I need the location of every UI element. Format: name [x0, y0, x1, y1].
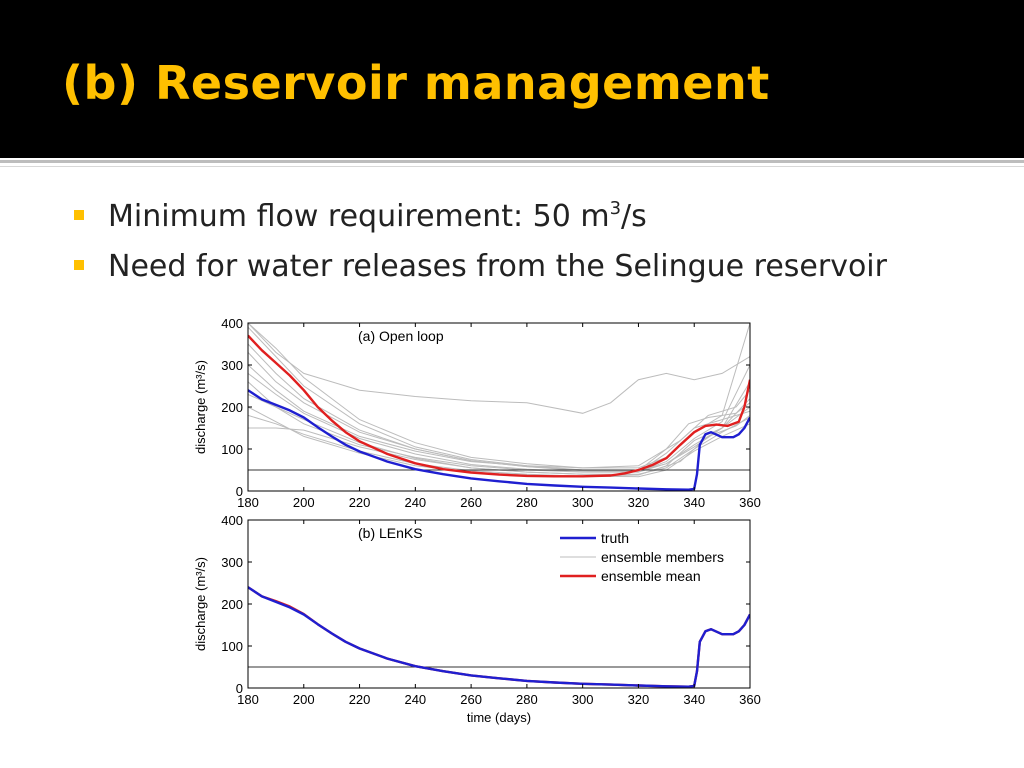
y-tick-label: 0 [236, 484, 243, 499]
x-tick-label: 260 [460, 692, 482, 707]
x-tick-label: 200 [293, 495, 315, 510]
x-tick-label: 360 [739, 692, 761, 707]
y-tick-label: 400 [221, 513, 243, 528]
ensemble-mean-line [248, 586, 750, 688]
y-axis-label: discharge (m³/s) [193, 557, 208, 651]
y-tick-label: 100 [221, 639, 243, 654]
y-tick-label: 200 [221, 400, 243, 415]
chart-panel-b: 180 200 220 240 260 280 300 320 340 360 0 100 200 300… [193, 513, 761, 725]
x-tick-label: 280 [516, 495, 538, 510]
ensemble-member-line [248, 343, 750, 473]
truth-line [248, 389, 750, 491]
x-tick-label: 220 [349, 495, 371, 510]
x-tick-label: 340 [683, 495, 705, 510]
y-tick-label: 0 [236, 681, 243, 696]
bullet-text: Need for water releases from the Selingu… [108, 249, 887, 284]
x-tick-label: 180 [237, 495, 259, 510]
bullet-superscript: 3 [609, 198, 622, 219]
x-tick-label: 320 [628, 692, 650, 707]
ensemble-member-line [248, 364, 750, 469]
panel-label: (a) Open loop [358, 328, 444, 344]
title-divider [0, 160, 1024, 163]
x-axis-label: time (days) [467, 710, 531, 725]
x-tick-label: 240 [404, 495, 426, 510]
ensemble-member-line [248, 326, 750, 473]
x-tick-label: 220 [349, 692, 371, 707]
truth-line [248, 586, 750, 688]
x-tick-label: 180 [237, 692, 259, 707]
x-tick-label: 260 [460, 495, 482, 510]
title-divider-thin [0, 166, 1024, 167]
x-tick-label: 340 [683, 692, 705, 707]
slide-title: (b) Reservoir management [62, 56, 770, 110]
x-tick-label: 360 [739, 495, 761, 510]
x-tick-label: 300 [572, 495, 594, 510]
axes-frame [247, 322, 751, 492]
ensemble-mean-line [248, 334, 750, 478]
chart-panel-a: 180 200 220 240 260 280 300 320 340 360 0 100 200 300… [193, 316, 761, 510]
x-tick-label: 320 [628, 495, 650, 510]
plot-area [248, 586, 750, 688]
legend-label: truth [601, 530, 629, 546]
y-tick-label: 200 [221, 597, 243, 612]
ensemble-member-line [248, 373, 750, 473]
bullet-item: Need for water releases from the Selingu… [72, 246, 887, 296]
y-tick-label: 300 [221, 358, 243, 373]
y-tick-label: 400 [221, 316, 243, 331]
bullet-marker-icon [74, 260, 84, 270]
bullet-marker-icon [74, 210, 84, 220]
y-tick-label: 300 [221, 555, 243, 570]
ensemble-member-line [248, 414, 750, 478]
plot-area [248, 323, 750, 491]
y-tick-label: 100 [221, 442, 243, 457]
ensemble-member-line [248, 406, 750, 477]
legend-label: ensemble members [601, 549, 724, 565]
axes-frame [247, 519, 751, 689]
bullet-text: Minimum flow requirement: 50 m [108, 199, 610, 234]
title-bar [0, 0, 1024, 158]
y-axis-label: discharge (m³/s) [193, 360, 208, 454]
legend-label: ensemble mean [601, 568, 701, 584]
x-tick-label: 200 [293, 692, 315, 707]
x-tick-label: 280 [516, 692, 538, 707]
bullet-item: Minimum flow requirement: 50 m3/s [72, 196, 887, 246]
ensemble-member-line [248, 323, 750, 414]
bullet-text-suffix: /s [621, 199, 647, 234]
x-tick-label: 300 [572, 692, 594, 707]
legend: truth ensemble members ensemble mean [560, 530, 724, 584]
x-tick-label: 240 [404, 692, 426, 707]
ensemble-member-line [248, 393, 750, 475]
panel-label: (b) LEnKS [358, 525, 423, 541]
bullet-list: Minimum flow requirement: 50 m3/s Need f… [72, 196, 887, 296]
